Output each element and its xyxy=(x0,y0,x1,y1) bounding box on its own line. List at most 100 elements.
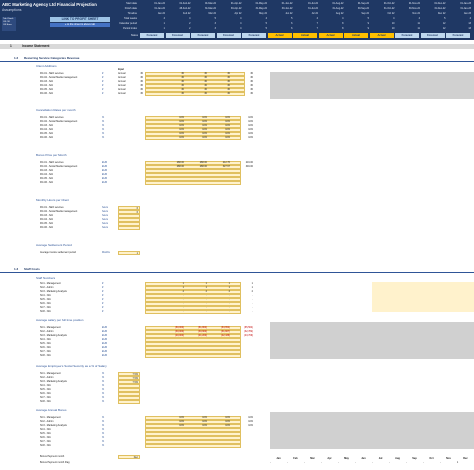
value-cell[interactable]: 1 xyxy=(205,282,207,285)
input-cells[interactable] xyxy=(145,290,241,294)
value-cell[interactable]: 10% xyxy=(248,128,253,131)
value-cell[interactable]: - xyxy=(183,302,184,305)
value-cell[interactable]: (40,000) xyxy=(175,334,184,337)
input-cells[interactable] xyxy=(145,330,241,334)
input-cells[interactable] xyxy=(145,286,241,290)
input-cells[interactable] xyxy=(145,181,241,185)
input-value[interactable]: 30 xyxy=(140,88,143,91)
input-value[interactable]: 30 xyxy=(140,72,143,75)
value-cell[interactable]: - xyxy=(206,294,207,297)
value-cell[interactable]: - xyxy=(183,294,184,297)
input-cell[interactable]: 7.5% xyxy=(118,376,140,380)
value-cell[interactable]: - xyxy=(252,302,253,305)
input-cells[interactable] xyxy=(145,136,241,140)
input-cells[interactable] xyxy=(145,165,241,169)
value-cell[interactable]: 10% xyxy=(179,416,184,419)
input-cells[interactable] xyxy=(145,116,241,120)
value-cell[interactable]: 30 xyxy=(181,76,184,79)
input-cell[interactable] xyxy=(118,218,140,222)
value-cell[interactable]: 30 xyxy=(204,76,207,79)
value-cell[interactable]: 30 xyxy=(250,76,253,79)
value-cell[interactable]: 1 xyxy=(205,286,207,289)
input-cells[interactable] xyxy=(145,420,241,424)
input-cells[interactable] xyxy=(145,298,241,302)
value-cell[interactable]: 288.00 xyxy=(176,161,184,164)
value-cell[interactable]: - xyxy=(229,294,230,297)
value-cell[interactable]: 30 xyxy=(204,80,207,83)
value-cell[interactable]: - xyxy=(183,306,184,309)
input-cell[interactable]: 6 xyxy=(118,210,140,214)
value-cell[interactable]: 327.67 xyxy=(222,165,230,168)
input-cells[interactable] xyxy=(145,173,241,177)
input-cells[interactable] xyxy=(145,354,241,358)
value-cell[interactable]: - xyxy=(206,306,207,309)
input-cell[interactable]: 7.5% xyxy=(118,372,140,376)
value-cell[interactable]: 30 xyxy=(227,88,230,91)
value-cell[interactable]: - xyxy=(229,310,230,313)
value-cell[interactable]: 10% xyxy=(202,124,207,127)
value-cell[interactable]: (32,782) xyxy=(244,330,253,333)
input-cells[interactable] xyxy=(145,161,241,165)
input-cells[interactable] xyxy=(145,124,241,128)
input-cells[interactable] xyxy=(145,177,241,181)
input-value[interactable]: 30 xyxy=(140,84,143,87)
link-sub-button[interactable]: » to the sheet & above tab xyxy=(50,23,110,27)
input-cells[interactable] xyxy=(145,440,241,444)
input-cell[interactable] xyxy=(118,222,140,226)
value-cell[interactable]: (65,564) xyxy=(244,326,253,329)
input-cells[interactable] xyxy=(145,436,241,440)
input-value[interactable]: 30 xyxy=(140,92,143,95)
value-cell[interactable]: 10% xyxy=(248,124,253,127)
value-cell[interactable]: 10% xyxy=(225,116,230,119)
value-cell[interactable]: 10% xyxy=(202,424,207,427)
value-cell[interactable]: 10% xyxy=(225,136,230,139)
input-cell[interactable] xyxy=(118,400,140,404)
input-cell[interactable] xyxy=(118,392,140,396)
value-cell[interactable]: 10% xyxy=(248,132,253,135)
value-cell[interactable]: 2 xyxy=(251,290,253,293)
value-cell[interactable]: - xyxy=(183,298,184,301)
input-cells[interactable] xyxy=(145,294,241,298)
value-cell[interactable]: 30 xyxy=(227,72,230,75)
input-value[interactable]: 30 xyxy=(140,80,143,83)
value-cell[interactable]: 10% xyxy=(248,416,253,419)
value-cell[interactable]: 288.00 xyxy=(199,161,207,164)
input-cell[interactable] xyxy=(118,226,140,230)
value-cell[interactable]: 30 xyxy=(250,88,253,91)
value-cell[interactable]: 30 xyxy=(181,92,184,95)
input-cell[interactable] xyxy=(118,396,140,400)
input-cells[interactable] xyxy=(145,432,241,436)
value-cell[interactable]: (61,800) xyxy=(198,326,207,329)
value-cell[interactable]: 30 xyxy=(227,92,230,95)
value-cell[interactable]: 10% xyxy=(202,416,207,419)
value-cell[interactable]: 30 xyxy=(250,80,253,83)
value-cell[interactable]: 10% xyxy=(202,132,207,135)
value-cell[interactable]: 10% xyxy=(202,420,207,423)
value-cell[interactable]: (30,900) xyxy=(198,330,207,333)
value-cell[interactable]: 10% xyxy=(225,124,230,127)
value-cell[interactable]: - xyxy=(229,298,230,301)
bonus-month-input[interactable]: Dec xyxy=(118,455,140,459)
value-cell[interactable]: 10% xyxy=(225,416,230,419)
value-cell[interactable]: 10% xyxy=(202,136,207,139)
input-cell[interactable] xyxy=(118,214,140,218)
value-cell[interactable]: 10% xyxy=(179,136,184,139)
value-cell[interactable]: 10% xyxy=(248,116,253,119)
value-cell[interactable]: 10% xyxy=(248,136,253,139)
value-cell[interactable]: 1 xyxy=(251,286,253,289)
value-cell[interactable]: - xyxy=(252,310,253,313)
value-cell[interactable]: 2 xyxy=(182,290,184,293)
value-cell[interactable]: - xyxy=(206,298,207,301)
input-cells[interactable] xyxy=(145,302,241,306)
value-cell[interactable]: 30 xyxy=(227,80,230,83)
value-cell[interactable]: 10% xyxy=(179,128,184,131)
value-cell[interactable]: 30 xyxy=(204,84,207,87)
value-cell[interactable]: 10% xyxy=(248,420,253,423)
value-cell[interactable]: 30 xyxy=(250,84,253,87)
input-value[interactable]: 30 xyxy=(140,76,143,79)
value-cell[interactable]: 30 xyxy=(227,76,230,79)
input-cells[interactable] xyxy=(145,120,241,124)
input-cells[interactable] xyxy=(145,342,241,346)
value-cell[interactable]: 10% xyxy=(248,424,253,427)
value-cell[interactable]: 30 xyxy=(181,84,184,87)
